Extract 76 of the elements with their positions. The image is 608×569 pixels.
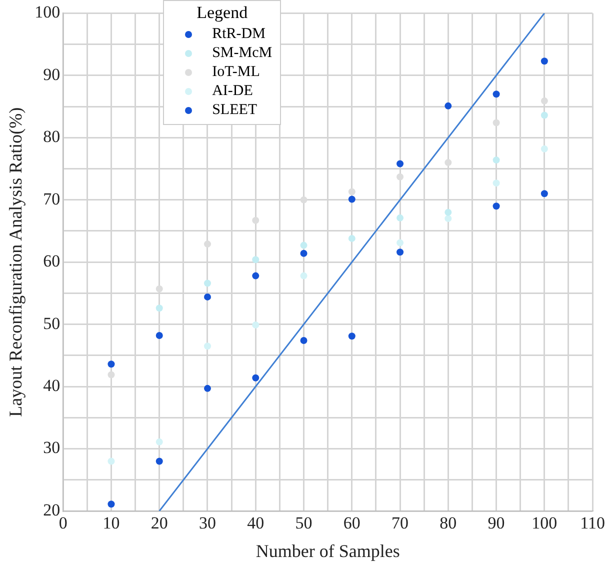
point [156, 438, 163, 446]
point [300, 337, 308, 344]
legend-label: RtR-DM [212, 26, 266, 43]
y-tick-label: 20 [43, 500, 60, 520]
x-tick-label: 20 [150, 514, 168, 533]
x-tick-label: 110 [580, 514, 606, 533]
y-tick-label: 50 [43, 314, 60, 333]
x-tick-label: 90 [488, 514, 505, 533]
point [348, 188, 356, 196]
x-tick-label: 100 [532, 514, 558, 533]
y-tick-label: 70 [43, 189, 60, 208]
point [348, 332, 356, 340]
point [396, 173, 404, 180]
y-tick-label: 60 [43, 252, 60, 271]
y-tick-label: 100 [34, 2, 60, 22]
point [396, 239, 404, 246]
point [444, 208, 452, 216]
point [252, 272, 260, 280]
y-axis-title: Layout Reconfiguration Analysis Ratio(%) [6, 107, 26, 417]
point [156, 304, 163, 312]
point [396, 248, 404, 256]
point [204, 342, 211, 350]
y-tick-label: 40 [43, 376, 60, 396]
point [348, 196, 356, 203]
point [204, 293, 211, 300]
legend-label: AI-DE [212, 83, 253, 100]
point [300, 272, 308, 280]
point [492, 180, 500, 187]
point [108, 458, 115, 465]
legend-title: Legend [196, 3, 249, 23]
point [540, 58, 548, 65]
legend-label: SLEET [212, 102, 258, 119]
point [252, 374, 260, 382]
x-axis-title: Number of Samples [256, 540, 400, 561]
point [540, 97, 548, 104]
x-tick-label: 40 [247, 514, 264, 533]
point [492, 156, 500, 164]
point [108, 371, 115, 378]
point [108, 500, 115, 508]
x-tick-label: 70 [392, 514, 409, 533]
point [156, 332, 163, 340]
point [492, 119, 500, 126]
point [396, 214, 404, 222]
y-tick-label: 80 [43, 127, 60, 146]
x-tick-label: 50 [295, 514, 312, 533]
point [300, 196, 308, 204]
point [204, 280, 211, 287]
point [300, 242, 308, 249]
point [156, 285, 163, 292]
point [492, 202, 500, 210]
point [156, 458, 163, 465]
x-tick-label: 80 [440, 514, 457, 533]
point [204, 240, 211, 248]
point [252, 256, 260, 264]
point [396, 160, 404, 168]
point [492, 90, 500, 98]
point [540, 190, 548, 198]
point [444, 215, 452, 222]
point [444, 159, 452, 166]
point [252, 321, 260, 328]
point [348, 234, 356, 242]
x-tick-label: 0 [58, 514, 68, 533]
point [108, 360, 115, 368]
point [204, 384, 211, 392]
y-tick-label: 90 [43, 64, 60, 84]
x-tick-label: 30 [199, 514, 216, 533]
x-tick-label: 10 [102, 514, 120, 533]
legend-label: SM-McM [212, 45, 272, 62]
legend-label: IoT-ML [212, 64, 260, 81]
point [444, 102, 452, 110]
point [540, 145, 548, 152]
point [540, 112, 548, 119]
point [300, 250, 308, 257]
point [252, 216, 260, 224]
y-tick-label: 30 [43, 438, 60, 458]
x-tick-label: 60 [343, 514, 360, 533]
